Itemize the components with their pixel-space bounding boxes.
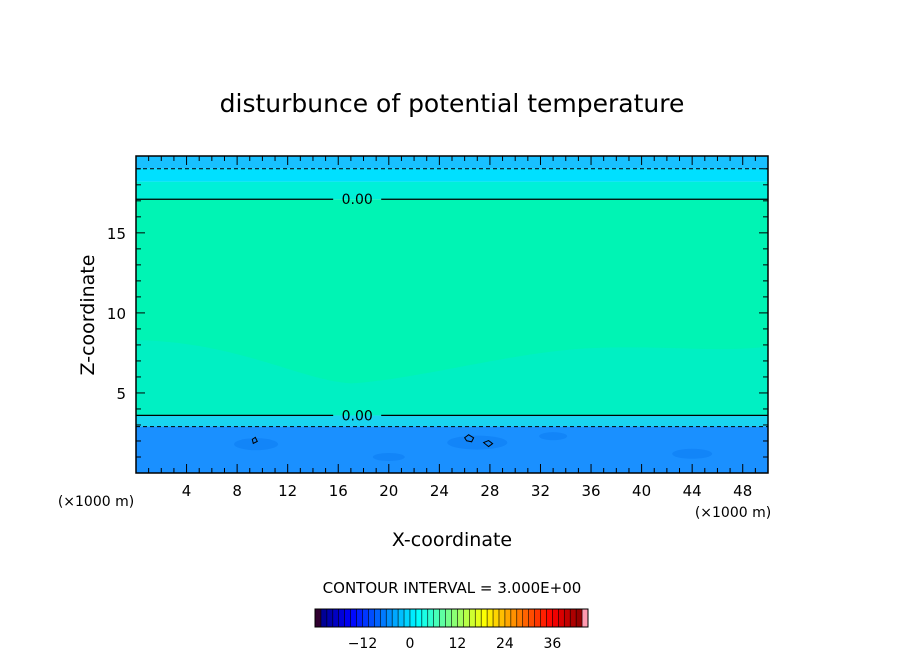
y-tick-label-2: 15 [107, 225, 126, 243]
colorbar-cell-43 [570, 609, 577, 627]
colorbar-cell-16 [409, 609, 417, 627]
colorbar-tick-label-2: 12 [449, 636, 467, 652]
x-tick-label-9: 40 [632, 482, 651, 500]
colorbar-cell-29 [487, 609, 494, 627]
colorbar-cell-44 [576, 609, 583, 627]
colorbar-cell-14 [398, 609, 405, 627]
contour-band-4 [136, 168, 768, 182]
colorbar-cell-23 [451, 609, 458, 627]
colorbar-cell-3 [332, 609, 340, 627]
low-level-cell-4 [539, 432, 568, 441]
colorbar-cell-2 [326, 609, 334, 627]
colorbar-cell-5 [344, 609, 351, 627]
colorbar-cell-31 [498, 609, 506, 627]
colorbar-cell-21 [439, 609, 446, 627]
low-level-cell-3 [372, 452, 405, 461]
x-tick-label-11: 48 [733, 482, 752, 500]
colorbar-cell-32 [504, 609, 512, 627]
colorbar-cell-26 [469, 609, 476, 627]
zero-contour-label-1: 0.00 [342, 408, 373, 424]
small-contour-0 [251, 436, 258, 445]
colorbar-cell-27 [475, 609, 482, 627]
x-tick-label-0: 4 [182, 482, 192, 500]
colorbar-cell-38 [540, 609, 547, 627]
x-tick-label-8: 36 [581, 482, 600, 500]
low-level-cell-1 [447, 435, 508, 450]
low-level-cell-0 [234, 438, 279, 451]
colorbar-cell-1 [320, 609, 328, 627]
colorbar-cell-28 [481, 609, 488, 627]
colorbar-cell-19 [427, 609, 434, 627]
contour-interval-note: CONTOUR INTERVAL = 3.000E+00 [323, 579, 582, 597]
colorbar-cell-36 [528, 609, 535, 627]
zero-contour-label-0: 0.00 [342, 192, 373, 208]
x-tick-label-5: 24 [430, 482, 449, 500]
plot-area: 0.00 0.00 [135, 155, 769, 474]
colorbar-cell-20 [433, 609, 440, 627]
colorbar-cell-41 [558, 609, 565, 627]
y-axis-label: Z-coordinate [77, 255, 99, 376]
small-contour-1 [463, 434, 475, 443]
colorbar-cell-10 [374, 609, 381, 627]
x-tick-label-3: 16 [329, 482, 348, 500]
x-tick-label-10: 44 [683, 482, 702, 500]
colorbar-tick-label-1: 0 [405, 636, 414, 652]
y-tick-label-1: 10 [107, 305, 126, 323]
colorbar-cell-25 [463, 609, 470, 627]
colorbar-frame [314, 608, 589, 628]
colorbar-cell-34 [516, 609, 524, 627]
colorbar-cell-9 [368, 609, 375, 627]
colorbar-cell-17 [415, 609, 423, 627]
colorbar-cell-42 [564, 609, 571, 627]
x-tick-label-2: 12 [278, 482, 297, 500]
contour-band-1 [136, 415, 768, 427]
x-tick-label-6: 28 [480, 482, 499, 500]
colorbar-tick-label-3: 24 [496, 636, 514, 652]
x-tick-label-4: 20 [379, 482, 398, 500]
x-tick-label-7: 32 [531, 482, 550, 500]
colorbar-cell-24 [457, 609, 464, 627]
colorbar-tick-label-4: 36 [543, 636, 561, 652]
contour-band-lower-shade [136, 340, 768, 416]
y-tick-label-0: 5 [116, 385, 126, 403]
colorbar-cell-11 [380, 609, 387, 627]
contour-band-3 [136, 181, 768, 200]
colorbar: −12 0 12 24 36 [314, 608, 589, 652]
x-axis-label: X-coordinate [392, 529, 512, 551]
colorbar-cell-39 [546, 609, 553, 627]
colorbar-cell-13 [392, 609, 399, 627]
low-level-cell-2 [672, 448, 713, 459]
contour-band-5 [136, 156, 768, 169]
y-unit-label: (×1000 m) [695, 505, 771, 521]
colorbar-cell-35 [522, 609, 529, 627]
colorbar-tick-label-0: −12 [348, 636, 378, 652]
x-tick-label-1: 8 [232, 482, 242, 500]
colorbar-cell-12 [386, 609, 393, 627]
x-unit-label: (×1000 m) [58, 494, 134, 510]
colorbar-cell-37 [534, 609, 541, 627]
contour-band-0 [136, 426, 768, 473]
small-contour-2 [482, 440, 494, 448]
colorbar-cell-7 [356, 609, 363, 627]
colorbar-cell-15 [404, 609, 411, 627]
colorbar-cell-33 [510, 609, 518, 627]
colorbar-cell-40 [552, 609, 559, 627]
colorbar-cell-45 [582, 609, 589, 627]
colorbar-cell-0 [315, 609, 322, 627]
chart-title: disturbunce of potential temperature [220, 89, 685, 118]
colorbar-cell-6 [350, 609, 357, 627]
colorbar-cell-8 [362, 609, 369, 627]
colorbar-cell-4 [338, 609, 345, 627]
colorbar-cell-18 [421, 609, 429, 627]
colorbar-cell-30 [493, 609, 500, 627]
colorbar-cell-22 [445, 609, 452, 627]
